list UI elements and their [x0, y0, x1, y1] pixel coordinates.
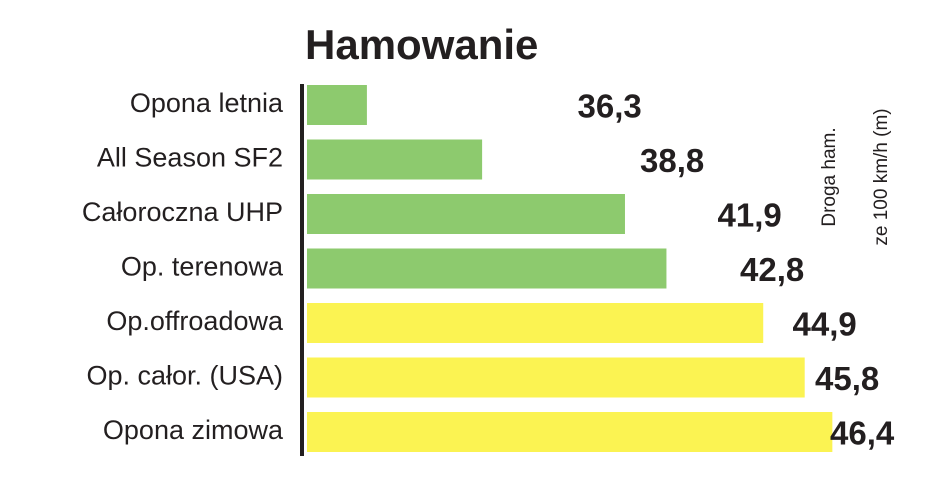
bar: [307, 194, 625, 234]
category-label: Całoroczna UHP: [82, 197, 283, 227]
axis-label: Droga ham. ze 100 km/h (m): [819, 108, 892, 245]
category-label: Opona zimowa: [103, 415, 284, 445]
value-label: 46,4: [830, 415, 895, 452]
category-label: Opona letnia: [130, 88, 284, 118]
value-label: 36,3: [578, 88, 642, 125]
bar: [307, 303, 764, 343]
bar: [307, 248, 667, 289]
axis-label-line: ze 100 km/h (m): [871, 108, 892, 245]
bar: [307, 85, 367, 125]
chart-title: Hamowanie: [305, 21, 538, 68]
bar: [307, 357, 805, 398]
axis-label-line: Droga ham.: [819, 127, 840, 226]
category-label: Op. terenowa: [121, 252, 284, 282]
value-label: 38,8: [640, 142, 704, 179]
value-label: 45,8: [815, 360, 879, 397]
value-label: 42,8: [740, 251, 804, 288]
value-label: 44,9: [793, 306, 857, 343]
bar: [307, 139, 483, 180]
category-label: All Season SF2: [97, 143, 283, 173]
category-label: Op. całor. (USA): [86, 361, 283, 391]
value-label: 41,9: [718, 197, 782, 234]
category-label: Op.offroadowa: [106, 306, 284, 336]
bar: [307, 412, 833, 452]
